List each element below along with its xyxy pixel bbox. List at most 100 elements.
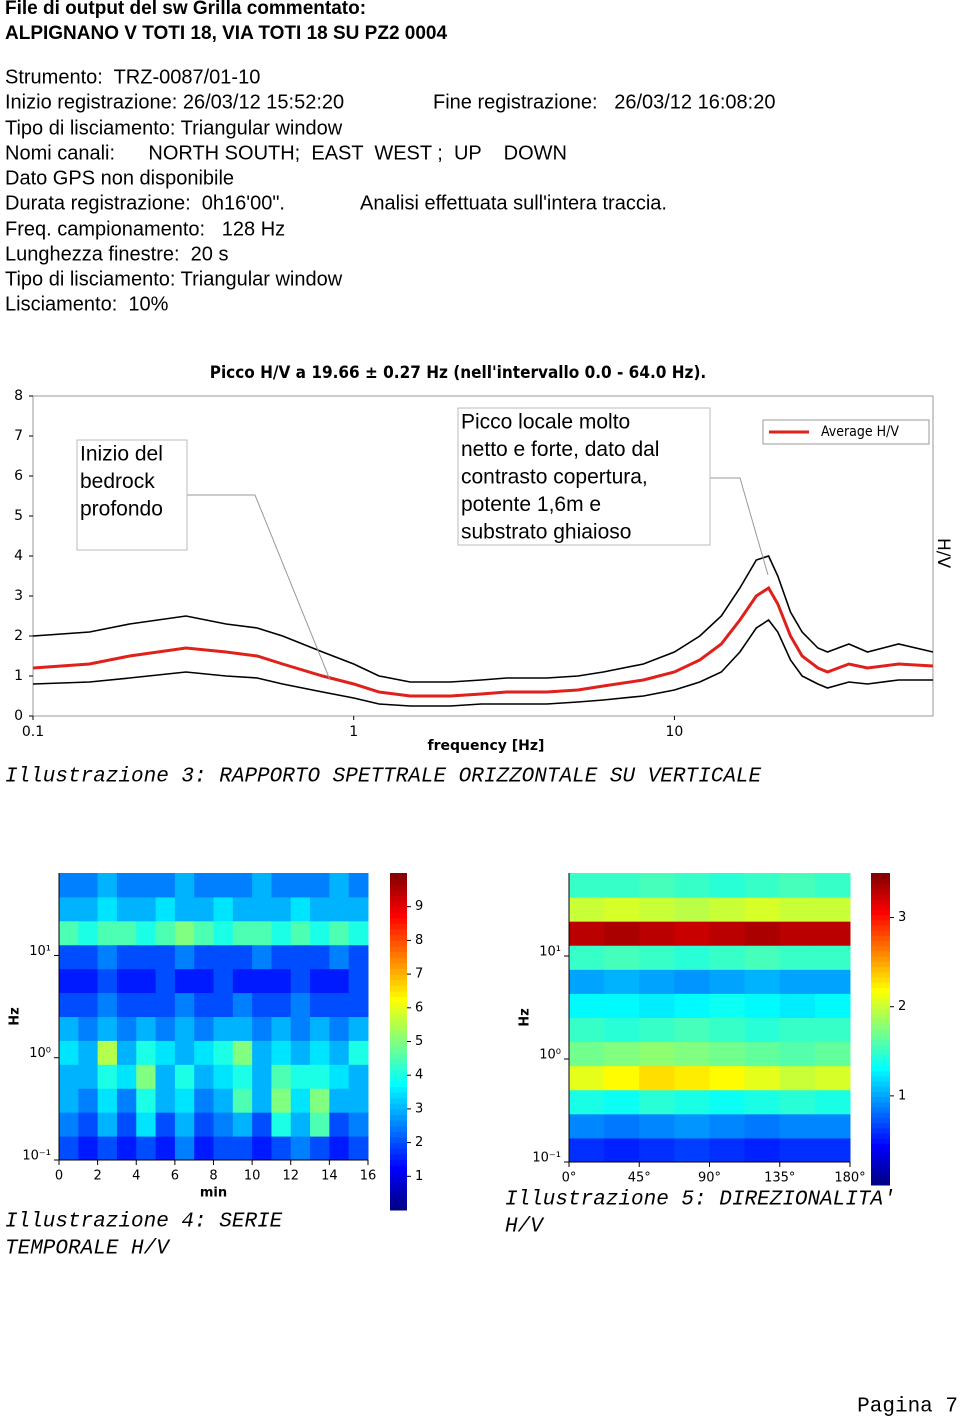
heat-cell (290, 896, 311, 922)
heat-cell (779, 897, 816, 922)
heat-cell (779, 1113, 816, 1139)
colorbar-step (871, 1169, 890, 1176)
heat-cell (232, 944, 253, 970)
info-line: Durata registrazione: 0h16'00". (5, 192, 285, 214)
heat-cell (744, 1041, 781, 1067)
heat-cell (232, 968, 253, 994)
colorbar-step (871, 883, 890, 890)
x-axis-label: min (200, 1186, 227, 1201)
colorbar-step (871, 1070, 890, 1077)
colorbar-step (871, 930, 890, 936)
heat-cell (271, 1064, 292, 1089)
heat-cell (213, 968, 234, 994)
heat-cell (604, 945, 640, 970)
y-axis-label: Hz (8, 1007, 23, 1025)
colorbar-step (871, 1003, 890, 1009)
heat-cell (155, 944, 176, 970)
heat-cell (290, 1112, 311, 1137)
heat-cell (674, 873, 710, 898)
colorbar-step (390, 1035, 407, 1042)
colorbar-step (871, 1122, 890, 1129)
x-tick-label: 45° (628, 1171, 651, 1186)
heat-cell (604, 993, 640, 1018)
heat-cell (97, 992, 118, 1017)
heat-cell (348, 896, 369, 922)
heat-cell (252, 1040, 272, 1065)
colorbar-step (390, 1052, 407, 1059)
heat-cell (78, 992, 99, 1017)
colorbar-tick-label: 4 (415, 1068, 423, 1083)
heat-cell (97, 896, 118, 922)
colorbar-step (871, 1127, 890, 1134)
caption: Illustrazione 5: DIREZIONALITA' (505, 1189, 896, 1212)
colorbar-step (871, 992, 890, 999)
info-line: Dato GPS non disponibile (5, 167, 234, 189)
heat-cell (779, 873, 816, 898)
x-tick-label: 0° (562, 1171, 577, 1186)
colorbar-step (390, 1181, 407, 1189)
heat-cell (136, 1016, 157, 1041)
heat-cell (194, 896, 214, 922)
heat-cell (310, 1040, 330, 1065)
y-tick-label: 10⁻¹ (532, 1151, 561, 1166)
heat-cell (155, 1040, 176, 1065)
heat-cell (814, 1089, 851, 1115)
colorbar-step (390, 1108, 407, 1116)
heat-cell (155, 873, 176, 898)
heat-cell (329, 944, 350, 970)
heat-cell (213, 896, 234, 922)
colorbar-step (871, 1013, 890, 1020)
colorbar-step (871, 971, 890, 978)
colorbar-step (390, 1153, 407, 1160)
heat-cell (252, 1064, 272, 1089)
heat-cell (97, 1040, 118, 1065)
info-line: Inizio registrazione: 26/03/12 15:52:20 (5, 91, 344, 113)
heat-cell (174, 1016, 195, 1041)
heat-cell (194, 1040, 214, 1065)
heat-cell (779, 1137, 816, 1163)
x-tick-label: 180° (834, 1171, 865, 1186)
heat-cell (116, 873, 137, 898)
colorbar-tick-label: 5 (415, 1034, 423, 1049)
heat-cell (569, 993, 605, 1018)
heat-cell (744, 1017, 781, 1043)
colorbar-step (390, 1047, 407, 1054)
colorbar-step (871, 878, 890, 884)
x-tick-label: 10 (666, 724, 684, 740)
heat-cell (744, 993, 781, 1018)
heat-cell (639, 1017, 675, 1043)
y-tick-label: 10⁰ (539, 1048, 561, 1063)
heat-cell (252, 1136, 272, 1161)
heat-cell (639, 873, 675, 898)
colorbar-step (871, 1174, 890, 1181)
heat-cell (78, 920, 99, 946)
heat-cell (709, 1065, 746, 1091)
colorbar-step (871, 1065, 890, 1072)
heat-cell (59, 873, 79, 898)
y-tick-label: 1 (14, 668, 23, 684)
heat-cell (290, 1136, 311, 1161)
colorbar-step (871, 1034, 890, 1040)
heat-cell (674, 897, 710, 922)
heat-cell (744, 1137, 781, 1163)
y-tick-label: 8 (14, 388, 23, 404)
heat-cell (78, 1136, 99, 1161)
colorbar-step (871, 1075, 890, 1082)
heat-cell (213, 873, 234, 898)
heat-cell (674, 921, 710, 946)
heat-cell (709, 1017, 746, 1043)
colorbar-step (390, 1058, 407, 1065)
heat-cell (174, 873, 195, 898)
heat-cell (674, 945, 710, 970)
heat-cell (709, 873, 746, 898)
heat-cell (252, 1112, 272, 1137)
heat-cell (290, 944, 311, 970)
colorbar-step (390, 962, 407, 969)
colorbar-step (871, 982, 890, 988)
heat-cell (814, 969, 851, 994)
heat-cell (779, 969, 816, 994)
heat-cell (744, 921, 781, 946)
colorbar-step (871, 1023, 890, 1030)
y-tick-label: 4 (14, 548, 23, 564)
annotation-pointer (710, 477, 769, 576)
